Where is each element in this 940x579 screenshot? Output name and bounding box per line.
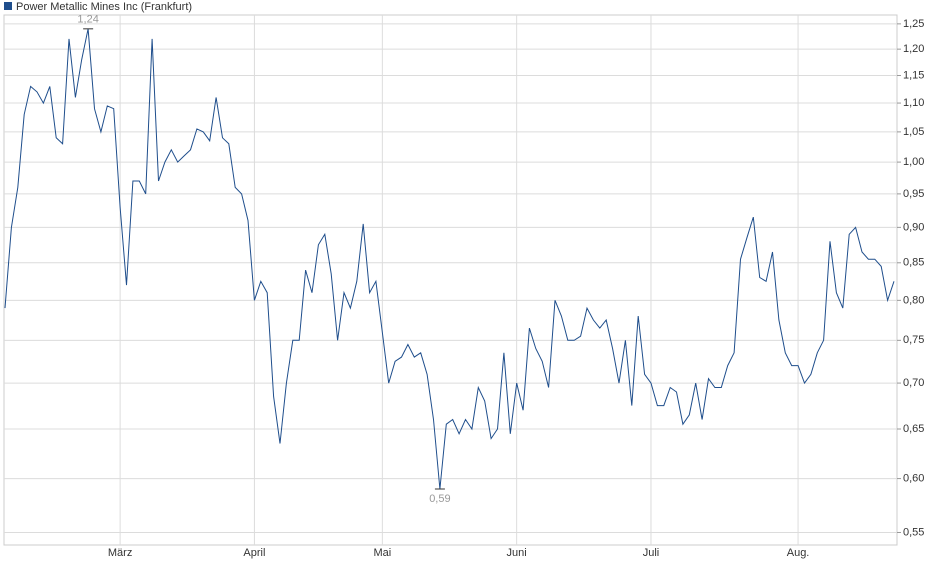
y-tick-label: 0,95 <box>903 188 924 200</box>
y-tick-label: 1,05 <box>903 126 924 138</box>
x-tick-label: März <box>108 547 132 559</box>
legend-swatch <box>4 2 12 10</box>
x-tick-label: Mai <box>373 547 391 559</box>
y-tick-label: 0,70 <box>903 377 924 389</box>
value-label: 1,24 <box>77 14 98 26</box>
y-tick-label: 1,15 <box>903 69 924 81</box>
price-line <box>4 28 895 490</box>
y-tick-label: 0,55 <box>903 526 924 538</box>
y-tick-label: 0,75 <box>903 334 924 346</box>
y-tick-label: 1,20 <box>903 43 924 55</box>
plot-frame <box>3 14 898 546</box>
y-tick-label: 0,65 <box>903 423 924 435</box>
x-tick-label: April <box>243 547 265 559</box>
x-tick-label: Juli <box>643 547 660 559</box>
y-tick-label: 0,90 <box>903 221 924 233</box>
y-tick-label: 0,60 <box>903 472 924 484</box>
y-tick-label: 1,00 <box>903 156 924 168</box>
y-tick-label: 1,25 <box>903 18 924 30</box>
legend-label: Power Metallic Mines Inc (Frankfurt) <box>16 1 192 13</box>
value-label: 0,59 <box>429 493 450 505</box>
y-tick-label: 0,85 <box>903 257 924 269</box>
x-tick-label: Juni <box>507 547 527 559</box>
x-tick-label: Aug. <box>787 547 810 559</box>
y-tick-label: 0,80 <box>903 294 924 306</box>
y-tick-label: 1,10 <box>903 97 924 109</box>
